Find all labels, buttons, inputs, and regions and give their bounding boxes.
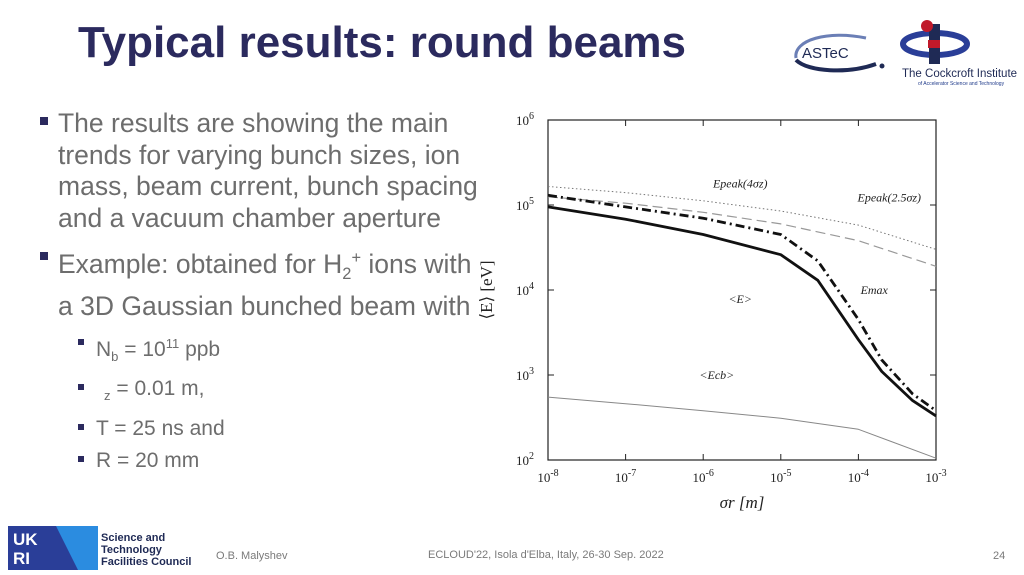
param-text: R = 20 mm <box>96 448 200 472</box>
cockcroft-name: The Cockcroft Institute <box>902 68 1018 80</box>
bullet-marker <box>78 455 84 462</box>
subscript: z <box>104 388 111 404</box>
curve-annotation: Emax <box>860 283 889 297</box>
bullet-text: Example: obtained for H <box>58 248 343 279</box>
param-item: R = 20 mm <box>40 448 480 474</box>
x-tick-label: 10-3 <box>925 468 946 485</box>
curve-annotation: <Ecb> <box>699 368 734 382</box>
y-axis-label: ⟨E⟩ [eV] <box>477 260 496 319</box>
bullet-main-trends: The results are showing the main trends … <box>40 108 480 234</box>
footer-conference: ECLOUD'22, Isola d'Elba, Italy, 26-30 Se… <box>428 549 664 561</box>
cockcroft-subtitle: of Accelerator Science and Technology <box>918 81 1005 87</box>
curve-annotation: Epeak(4σz) <box>712 177 768 191</box>
series-line-0 <box>547 186 937 250</box>
subscript: b <box>111 349 119 365</box>
astec-text: ASTeC <box>802 45 849 62</box>
x-axis-label: σr [m] <box>720 493 765 512</box>
bullet-text: The results are showing the main trends … <box>58 108 478 233</box>
svg-text:UK: UK <box>13 530 38 549</box>
cockcroft-logo <box>900 20 970 64</box>
series-line-4 <box>547 396 937 459</box>
stfc-name: Science and Technology Facilities Counci… <box>101 532 191 568</box>
curve-annotation: Epeak(2.5σz) <box>856 190 921 204</box>
slide-title: Typical results: round beams <box>78 18 687 67</box>
bullet-example: Example: obtained for H2+ ions with a 3D… <box>40 243 480 322</box>
bullet-list: The results are showing the main trends … <box>40 108 480 474</box>
y-tick-label: 105 <box>516 196 534 213</box>
astec-logo: ASTeC <box>794 33 885 73</box>
bullet-marker <box>78 384 84 391</box>
stfc-line: Facilities Council <box>101 556 192 568</box>
superscript: + <box>351 249 362 267</box>
param-item: z = 0.01 m, <box>40 376 480 409</box>
param-text: = 0.01 m, <box>110 377 205 401</box>
bullet-marker <box>40 117 48 125</box>
x-tick-label: 10-4 <box>848 468 869 485</box>
bullet-text: ions with a 3D Gaussian bunched beam wit… <box>58 248 472 321</box>
page-number: 24 <box>993 550 1006 562</box>
param-text: T = 25 ns and <box>96 416 225 440</box>
y-tick-label: 106 <box>516 111 534 128</box>
ukri-logo: UK RI <box>8 526 98 570</box>
svg-text:RI: RI <box>13 549 30 568</box>
superscript: 11 <box>165 336 180 352</box>
bullet-marker <box>78 423 84 430</box>
stfc-line: Technology <box>101 544 162 556</box>
bullet-marker <box>78 339 84 346</box>
x-tick-label: 10-8 <box>537 468 558 485</box>
y-tick-label: 102 <box>516 451 534 468</box>
param-text: = 10 <box>118 338 166 362</box>
stfc-line: Science and <box>101 532 166 544</box>
param-text: ppb <box>179 338 221 362</box>
footer-author: O.B. Malyshev <box>216 550 288 562</box>
x-tick-label: 10-5 <box>770 468 791 485</box>
y-tick-label: 103 <box>516 366 534 383</box>
y-tick-label: 104 <box>516 281 534 298</box>
series-line-3 <box>547 205 937 418</box>
param-item: Nb = 1011 ppb <box>40 331 480 370</box>
subscript: 2 <box>342 265 352 284</box>
bullet-marker <box>40 252 48 260</box>
x-tick-label: 10-7 <box>615 468 636 485</box>
series-line-1 <box>547 196 937 267</box>
param-item: T = 25 ns and <box>40 416 480 442</box>
param-text: N <box>96 338 112 362</box>
energy-chart: 10-8 10-7 10-6 10-5 10-4 10-3 102 103 104 105 106 σ… <box>477 111 947 512</box>
x-tick-label: 10-6 <box>693 468 714 485</box>
curve-annotation: <E> <box>728 292 752 306</box>
